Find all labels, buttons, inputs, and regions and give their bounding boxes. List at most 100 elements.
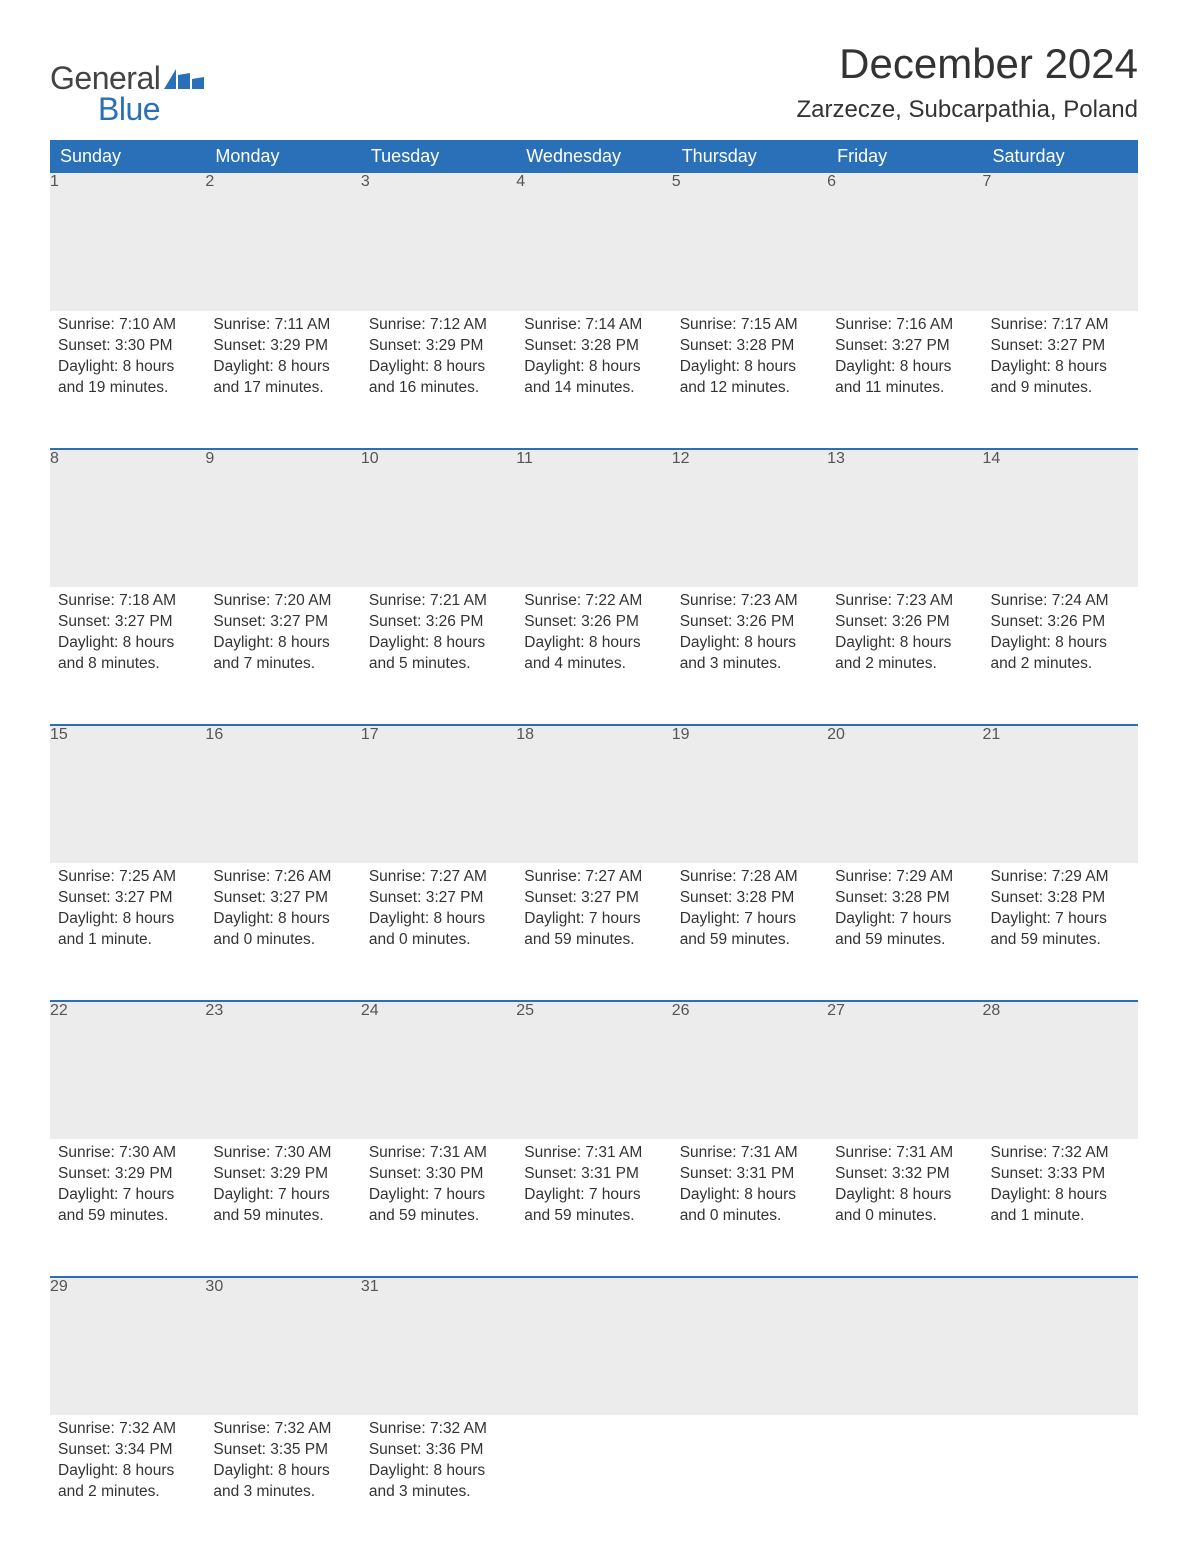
d1-text: Daylight: 8 hours — [835, 1185, 974, 1206]
day-cell: Sunrise: 7:31 AMSunset: 3:31 PMDaylight:… — [516, 1139, 671, 1277]
day-number: 9 — [205, 449, 360, 587]
day-cell: Sunrise: 7:20 AMSunset: 3:27 PMDaylight:… — [205, 587, 360, 725]
sunrise-text: Sunrise: 7:32 AM — [213, 1419, 352, 1440]
sunset-text: Sunset: 3:34 PM — [58, 1440, 197, 1461]
day-cell: Sunrise: 7:16 AMSunset: 3:27 PMDaylight:… — [827, 311, 982, 449]
sunset-text: Sunset: 3:32 PM — [835, 1164, 974, 1185]
day-cell — [983, 1415, 1138, 1553]
sunrise-text: Sunrise: 7:32 AM — [991, 1143, 1130, 1164]
day-cell: Sunrise: 7:14 AMSunset: 3:28 PMDaylight:… — [516, 311, 671, 449]
d2-text: and 2 minutes. — [835, 654, 974, 675]
day-header: Tuesday — [361, 140, 516, 173]
d1-text: Daylight: 8 hours — [369, 633, 508, 654]
day-number: 2 — [205, 173, 360, 311]
d2-text: and 59 minutes. — [58, 1206, 197, 1227]
day-cell: Sunrise: 7:26 AMSunset: 3:27 PMDaylight:… — [205, 863, 360, 1001]
day-cell: Sunrise: 7:15 AMSunset: 3:28 PMDaylight:… — [672, 311, 827, 449]
d1-text: Daylight: 7 hours — [524, 1185, 663, 1206]
sunset-text: Sunset: 3:26 PM — [680, 612, 819, 633]
d2-text: and 11 minutes. — [835, 378, 974, 399]
sunrise-text: Sunrise: 7:32 AM — [369, 1419, 508, 1440]
sunrise-text: Sunrise: 7:16 AM — [835, 315, 974, 336]
d1-text: Daylight: 8 hours — [213, 357, 352, 378]
day-cell: Sunrise: 7:10 AMSunset: 3:30 PMDaylight:… — [50, 311, 205, 449]
sunrise-text: Sunrise: 7:32 AM — [58, 1419, 197, 1440]
d1-text: Daylight: 8 hours — [524, 633, 663, 654]
d2-text: and 5 minutes. — [369, 654, 508, 675]
day-cell: Sunrise: 7:28 AMSunset: 3:28 PMDaylight:… — [672, 863, 827, 1001]
sunset-text: Sunset: 3:27 PM — [369, 888, 508, 909]
d2-text: and 7 minutes. — [213, 654, 352, 675]
day-number: 8 — [50, 449, 205, 587]
sunset-text: Sunset: 3:29 PM — [213, 1164, 352, 1185]
day-number: 4 — [516, 173, 671, 311]
sunrise-text: Sunrise: 7:31 AM — [835, 1143, 974, 1164]
day-cell: Sunrise: 7:23 AMSunset: 3:26 PMDaylight:… — [827, 587, 982, 725]
sunset-text: Sunset: 3:27 PM — [58, 888, 197, 909]
day-cell: Sunrise: 7:25 AMSunset: 3:27 PMDaylight:… — [50, 863, 205, 1001]
day-number: 13 — [827, 449, 982, 587]
sunrise-text: Sunrise: 7:27 AM — [524, 867, 663, 888]
sunset-text: Sunset: 3:28 PM — [680, 888, 819, 909]
brand-logo: General Blue — [50, 60, 204, 128]
day-cell: Sunrise: 7:32 AMSunset: 3:36 PMDaylight:… — [361, 1415, 516, 1553]
day-number: 25 — [516, 1001, 671, 1139]
d2-text: and 14 minutes. — [524, 378, 663, 399]
sunrise-text: Sunrise: 7:26 AM — [213, 867, 352, 888]
month-title: December 2024 — [796, 40, 1138, 88]
day-cell: Sunrise: 7:17 AMSunset: 3:27 PMDaylight:… — [983, 311, 1138, 449]
sunrise-text: Sunrise: 7:18 AM — [58, 591, 197, 612]
calendar-table: SundayMondayTuesdayWednesdayThursdayFrid… — [50, 140, 1138, 1553]
day-number: 23 — [205, 1001, 360, 1139]
sunrise-text: Sunrise: 7:31 AM — [680, 1143, 819, 1164]
brand-flag-icon — [164, 65, 204, 89]
title-block: December 2024 Zarzecze, Subcarpathia, Po… — [796, 40, 1138, 124]
sunrise-text: Sunrise: 7:17 AM — [991, 315, 1130, 336]
day-number: 29 — [50, 1277, 205, 1415]
sunrise-text: Sunrise: 7:30 AM — [58, 1143, 197, 1164]
day-number: 24 — [361, 1001, 516, 1139]
sunrise-text: Sunrise: 7:23 AM — [680, 591, 819, 612]
d2-text: and 1 minute. — [991, 1206, 1130, 1227]
d1-text: Daylight: 8 hours — [524, 357, 663, 378]
sunset-text: Sunset: 3:33 PM — [991, 1164, 1130, 1185]
day-number: 31 — [361, 1277, 516, 1415]
d1-text: Daylight: 8 hours — [680, 633, 819, 654]
d1-text: Daylight: 8 hours — [991, 633, 1130, 654]
sunrise-text: Sunrise: 7:30 AM — [213, 1143, 352, 1164]
sunset-text: Sunset: 3:28 PM — [835, 888, 974, 909]
day-cell: Sunrise: 7:29 AMSunset: 3:28 PMDaylight:… — [827, 863, 982, 1001]
day-number — [827, 1277, 982, 1415]
d2-text: and 59 minutes. — [835, 930, 974, 951]
d2-text: and 17 minutes. — [213, 378, 352, 399]
sunset-text: Sunset: 3:27 PM — [524, 888, 663, 909]
day-number: 6 — [827, 173, 982, 311]
day-number: 17 — [361, 725, 516, 863]
day-cell: Sunrise: 7:32 AMSunset: 3:33 PMDaylight:… — [983, 1139, 1138, 1277]
sunrise-text: Sunrise: 7:11 AM — [213, 315, 352, 336]
d2-text: and 9 minutes. — [991, 378, 1130, 399]
d1-text: Daylight: 8 hours — [991, 357, 1130, 378]
day-cell: Sunrise: 7:22 AMSunset: 3:26 PMDaylight:… — [516, 587, 671, 725]
d1-text: Daylight: 8 hours — [369, 909, 508, 930]
sunset-text: Sunset: 3:28 PM — [524, 336, 663, 357]
sunset-text: Sunset: 3:27 PM — [58, 612, 197, 633]
d2-text: and 0 minutes. — [369, 930, 508, 951]
sunrise-text: Sunrise: 7:29 AM — [835, 867, 974, 888]
sunset-text: Sunset: 3:35 PM — [213, 1440, 352, 1461]
sunset-text: Sunset: 3:31 PM — [680, 1164, 819, 1185]
d2-text: and 12 minutes. — [680, 378, 819, 399]
d1-text: Daylight: 8 hours — [369, 357, 508, 378]
day-header: Sunday — [50, 140, 205, 173]
d1-text: Daylight: 7 hours — [213, 1185, 352, 1206]
day-number: 11 — [516, 449, 671, 587]
d1-text: Daylight: 8 hours — [58, 1461, 197, 1482]
day-cell — [672, 1415, 827, 1553]
day-number: 22 — [50, 1001, 205, 1139]
d2-text: and 0 minutes. — [835, 1206, 974, 1227]
sunrise-text: Sunrise: 7:15 AM — [680, 315, 819, 336]
d1-text: Daylight: 7 hours — [991, 909, 1130, 930]
calendar-header-row: SundayMondayTuesdayWednesdayThursdayFrid… — [50, 140, 1138, 173]
d1-text: Daylight: 8 hours — [213, 909, 352, 930]
header: General Blue December 2024 Zarzecze, Sub… — [50, 40, 1138, 128]
